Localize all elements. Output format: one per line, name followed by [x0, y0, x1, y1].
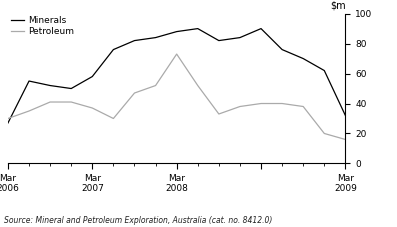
- Minerals: [90, 75, 94, 78]
- Minerals: [48, 84, 52, 87]
- Text: $m: $m: [330, 1, 345, 11]
- Petroleum: [27, 110, 31, 112]
- Minerals: [195, 27, 200, 30]
- Minerals: [301, 57, 306, 60]
- Minerals: [27, 80, 31, 82]
- Minerals: [237, 36, 242, 39]
- Petroleum: [48, 101, 52, 103]
- Petroleum: [259, 102, 264, 105]
- Legend: Minerals, Petroleum: Minerals, Petroleum: [11, 16, 74, 36]
- Line: Minerals: Minerals: [8, 29, 345, 123]
- Petroleum: [237, 105, 242, 108]
- Petroleum: [90, 107, 94, 109]
- Petroleum: [195, 84, 200, 87]
- Petroleum: [153, 84, 158, 87]
- Minerals: [69, 87, 73, 90]
- Minerals: [111, 48, 116, 51]
- Minerals: [343, 114, 348, 117]
- Minerals: [280, 48, 285, 51]
- Petroleum: [280, 102, 285, 105]
- Petroleum: [216, 113, 221, 115]
- Minerals: [132, 39, 137, 42]
- Petroleum: [132, 92, 137, 94]
- Minerals: [174, 30, 179, 33]
- Petroleum: [174, 53, 179, 55]
- Text: Source: Mineral and Petroleum Exploration, Australia (cat. no. 8412.0): Source: Mineral and Petroleum Exploratio…: [4, 216, 272, 225]
- Petroleum: [6, 117, 10, 120]
- Petroleum: [322, 132, 327, 135]
- Petroleum: [301, 105, 306, 108]
- Minerals: [216, 39, 221, 42]
- Minerals: [153, 36, 158, 39]
- Minerals: [259, 27, 264, 30]
- Petroleum: [343, 138, 348, 141]
- Petroleum: [111, 117, 116, 120]
- Line: Petroleum: Petroleum: [8, 54, 345, 139]
- Minerals: [6, 122, 10, 124]
- Petroleum: [69, 101, 73, 103]
- Minerals: [322, 69, 327, 72]
